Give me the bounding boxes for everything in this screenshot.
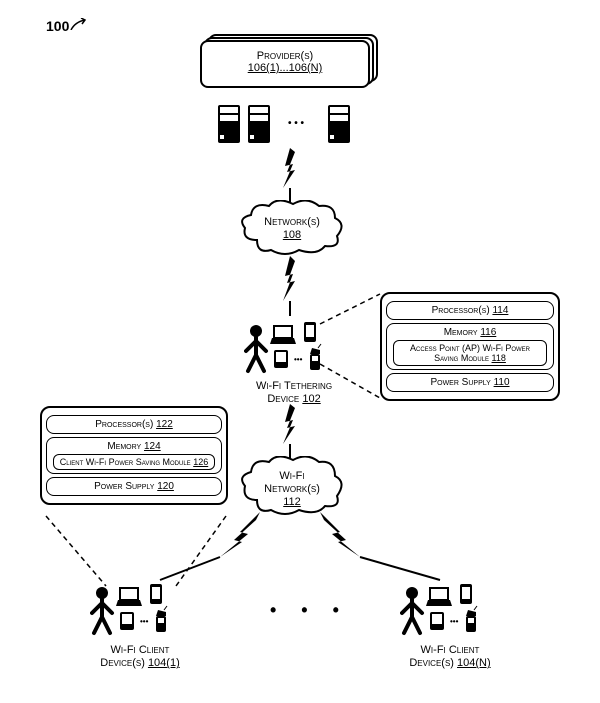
- bolt-tether-wifi: [275, 404, 305, 459]
- clientn-ref: 104(N): [457, 657, 491, 669]
- wifi-cloud: Wi-Fi Network(s) 112: [237, 456, 347, 527]
- ap-pwr-box: Power Supply 110: [386, 373, 554, 392]
- providers-ref: 106(1)...106(N): [248, 62, 323, 74]
- tether-ref: 102: [302, 393, 320, 405]
- bolt-network-tether: [275, 256, 305, 316]
- server-icons: • • •: [218, 100, 368, 155]
- figure-number: 100: [46, 18, 89, 34]
- cl-pwr-box: Power Supply 120: [46, 477, 222, 496]
- svg-text:•••: •••: [140, 617, 149, 626]
- ap-module-box: Access Point (AP) Wi-Fi Power Saving Mod…: [393, 340, 547, 366]
- svg-text:• • •: • • •: [288, 118, 305, 129]
- network-cloud: Network(s) 108: [237, 200, 347, 265]
- wifi-label: Wi-Fi Network(s): [264, 470, 320, 495]
- client-detail-box: Processor(s) 122 Memory 124 Client Wi-Fi…: [40, 406, 228, 505]
- ap-mem-box: Memory 116 Access Point (AP) Wi-Fi Power…: [386, 323, 554, 370]
- providers-box: Provider(s) 106(1)...106(N): [200, 40, 370, 88]
- cl-module-box: Client Wi-Fi Power Saving Module 126: [53, 454, 215, 470]
- svg-text:•••: •••: [450, 617, 459, 626]
- cl-mem-box: Memory 124 Client Wi-Fi Power Saving Mod…: [46, 437, 222, 474]
- tether-label-block: Wi-Fi Tethering Device 102: [244, 380, 344, 406]
- cl-proc-box: Processor(s) 122: [46, 415, 222, 434]
- providers-label: Provider(s): [257, 50, 313, 62]
- ap-detail-box: Processor(s) 114 Memory 116 Access Point…: [380, 292, 560, 401]
- wifi-ref: 112: [283, 496, 301, 508]
- bolt-servers-network: [275, 148, 305, 203]
- clientn-label-block: Wi-Fi Client Device(s) 104(N): [400, 644, 500, 670]
- network-ref: 108: [283, 229, 301, 241]
- svg-text:•••: •••: [294, 355, 303, 364]
- ap-proc-box: Processor(s) 114: [386, 301, 554, 320]
- client1-ref: 104(1): [148, 657, 180, 669]
- client1-label-block: Wi-Fi Client Device(s) 104(1): [90, 644, 190, 670]
- client-ellipsis: • • •: [270, 600, 349, 621]
- network-label: Network(s): [264, 216, 320, 228]
